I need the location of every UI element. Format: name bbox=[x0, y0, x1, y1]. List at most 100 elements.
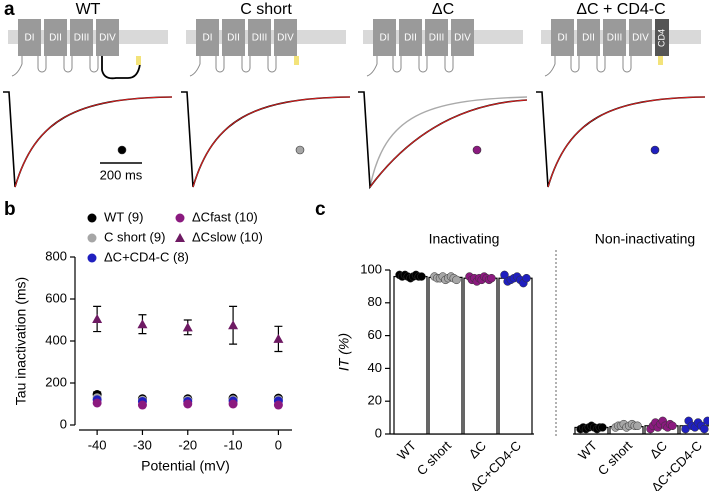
point bbox=[92, 398, 102, 408]
domain-label: DII bbox=[227, 33, 240, 44]
point bbox=[137, 319, 148, 329]
condition-dot bbox=[295, 145, 305, 155]
data-point bbox=[417, 272, 426, 281]
trace-group bbox=[3, 91, 173, 188]
panel-label: a bbox=[4, 0, 15, 20]
loop bbox=[63, 56, 73, 73]
trace-group bbox=[181, 91, 351, 188]
data-point bbox=[452, 275, 461, 285]
legend-label: ΔCfast (10) bbox=[192, 209, 258, 224]
y-tick-label: 400 bbox=[45, 332, 67, 347]
n-term bbox=[544, 56, 556, 77]
c-tail bbox=[101, 56, 141, 80]
data-point bbox=[598, 423, 607, 432]
domain-box bbox=[44, 19, 67, 56]
domain-box bbox=[603, 19, 626, 56]
tail-tip bbox=[136, 56, 141, 65]
domain-box bbox=[248, 19, 271, 56]
x-tick-label: ΔC bbox=[466, 438, 489, 461]
domain-box bbox=[70, 19, 93, 56]
domain-label: DII bbox=[404, 33, 417, 44]
y-tick-label: 40 bbox=[368, 360, 382, 375]
legend-marker bbox=[87, 213, 97, 223]
domain-label: DI bbox=[203, 33, 213, 44]
loop bbox=[622, 56, 632, 73]
point bbox=[137, 400, 147, 410]
trace-group bbox=[536, 91, 706, 188]
cd4-box bbox=[655, 19, 669, 56]
trace-group bbox=[358, 91, 528, 190]
domain-box bbox=[18, 19, 41, 56]
y-tick-label: 0 bbox=[375, 425, 382, 440]
domain-label: DII bbox=[582, 33, 595, 44]
x-tick-label: WT bbox=[575, 438, 600, 463]
trace bbox=[181, 91, 351, 188]
data-point bbox=[668, 421, 677, 431]
domain-box bbox=[196, 19, 219, 56]
x-tick-label: WT bbox=[394, 438, 419, 463]
domain-box bbox=[577, 19, 600, 56]
n-term bbox=[189, 56, 201, 77]
y-tick-label: 600 bbox=[45, 290, 67, 305]
bar bbox=[463, 277, 498, 435]
trace-fit bbox=[369, 99, 528, 188]
y-axis-label: IT (%) bbox=[336, 333, 352, 371]
data-point bbox=[633, 421, 642, 431]
x-tick-label: C short bbox=[414, 438, 455, 479]
point bbox=[92, 313, 103, 323]
y-tick-label: 100 bbox=[360, 261, 382, 276]
point bbox=[183, 399, 193, 409]
point bbox=[228, 399, 238, 409]
legend-label: ΔCslow (10) bbox=[192, 229, 263, 244]
domain-box bbox=[373, 19, 396, 56]
data-point bbox=[487, 273, 496, 283]
panel-label: c bbox=[315, 199, 326, 220]
group-title: Non-inactivating bbox=[595, 231, 695, 247]
bar bbox=[393, 275, 428, 435]
x-tick-label: -40 bbox=[88, 437, 107, 452]
x-tick-label: 0 bbox=[275, 437, 282, 452]
loop bbox=[241, 56, 251, 73]
bar bbox=[498, 277, 533, 435]
domain-label: DIV bbox=[277, 33, 294, 44]
loop bbox=[596, 56, 606, 73]
point bbox=[273, 333, 284, 343]
loop bbox=[392, 56, 402, 73]
domain-label: DIV bbox=[632, 33, 649, 44]
condition-dot bbox=[472, 145, 482, 155]
domain-label: DIII bbox=[429, 33, 445, 44]
y-tick-label: 20 bbox=[368, 393, 382, 408]
legend-marker bbox=[175, 213, 185, 223]
domain-box bbox=[551, 19, 574, 56]
legend-marker bbox=[175, 233, 185, 242]
domain-box bbox=[425, 19, 448, 56]
domain-box bbox=[274, 19, 297, 56]
domain-label: DIII bbox=[607, 33, 623, 44]
condition-dot bbox=[117, 145, 127, 155]
domain-label: DIV bbox=[99, 33, 116, 44]
x-tick-label: ΔC bbox=[647, 438, 670, 461]
data-point bbox=[703, 416, 709, 426]
loop bbox=[89, 56, 99, 73]
y-tick-label: 800 bbox=[45, 248, 67, 263]
tail-tip bbox=[658, 56, 663, 65]
domain-label: DI bbox=[25, 33, 35, 44]
tail-tip bbox=[294, 56, 299, 65]
legend-label: C short (9) bbox=[104, 229, 165, 244]
n-term bbox=[366, 56, 378, 77]
trace-reference bbox=[369, 96, 528, 188]
domain-label: DI bbox=[380, 33, 390, 44]
legend-label: ΔC+CD4-C (8) bbox=[104, 249, 189, 264]
legend-label: WT (9) bbox=[104, 209, 143, 224]
domain-box bbox=[222, 19, 245, 56]
panel-label: b bbox=[4, 199, 16, 220]
group-title: Inactivating bbox=[429, 231, 500, 247]
loop bbox=[37, 56, 47, 73]
point bbox=[182, 322, 193, 332]
x-tick-label: -30 bbox=[133, 437, 152, 452]
loop bbox=[570, 56, 580, 73]
data-point bbox=[522, 273, 531, 283]
trace-fit bbox=[14, 96, 173, 188]
data-point bbox=[700, 424, 709, 434]
